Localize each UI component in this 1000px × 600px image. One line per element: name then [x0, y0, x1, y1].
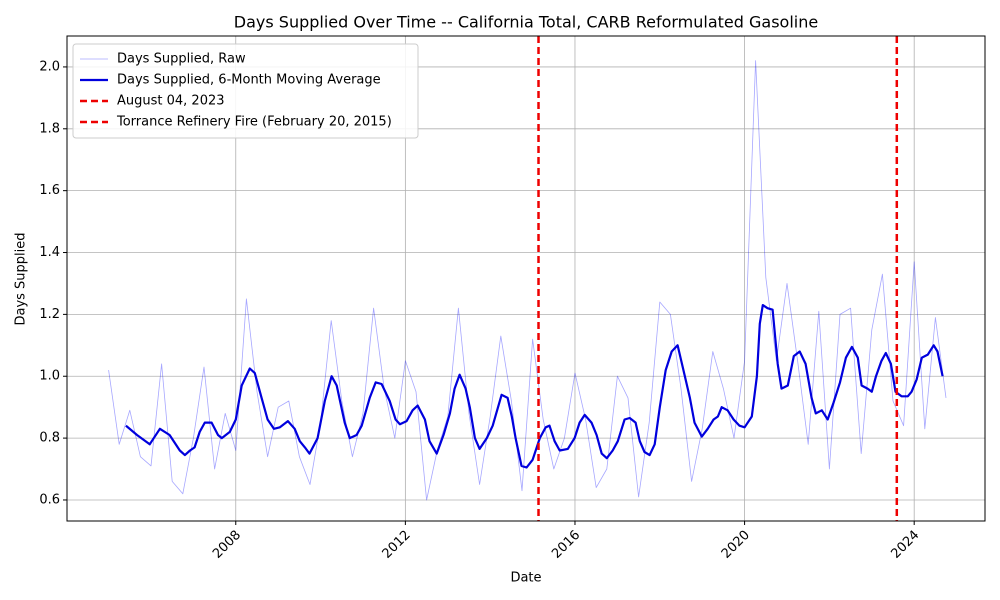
y-tick-label: 1.8	[39, 121, 60, 136]
y-tick-label: 1.0	[39, 369, 60, 384]
y-tick-label: 0.8	[39, 431, 60, 446]
plot-frame	[66, 35, 986, 522]
legend-label: Days Supplied, 6-Month Moving Average	[117, 73, 381, 88]
x-tick-label: 2008	[210, 528, 244, 562]
x-tick-label: 2020	[719, 528, 753, 562]
x-tick-label: 2012	[380, 528, 414, 562]
y-tick-label: 1.2	[39, 307, 60, 322]
x-tick-label: 2016	[549, 528, 583, 562]
y-tick-label: 1.6	[39, 183, 60, 198]
chart-title: Days Supplied Over Time -- California To…	[234, 13, 818, 32]
legend-label: August 04, 2023	[117, 94, 225, 109]
y-axis-label: Days Supplied	[14, 232, 29, 325]
y-tick-label: 0.6	[39, 492, 60, 507]
series-line	[108, 60, 947, 501]
series-line	[125, 304, 944, 469]
legend-label: Days Supplied, Raw	[117, 52, 246, 67]
legend-label: Torrance Refinery Fire (February 20, 201…	[116, 115, 392, 130]
legend-box	[72, 43, 419, 139]
x-axis-label: Date	[510, 571, 541, 586]
y-tick-label: 2.0	[39, 59, 60, 74]
x-tick-label: 2024	[888, 528, 922, 562]
y-tick-label: 1.4	[39, 245, 60, 260]
